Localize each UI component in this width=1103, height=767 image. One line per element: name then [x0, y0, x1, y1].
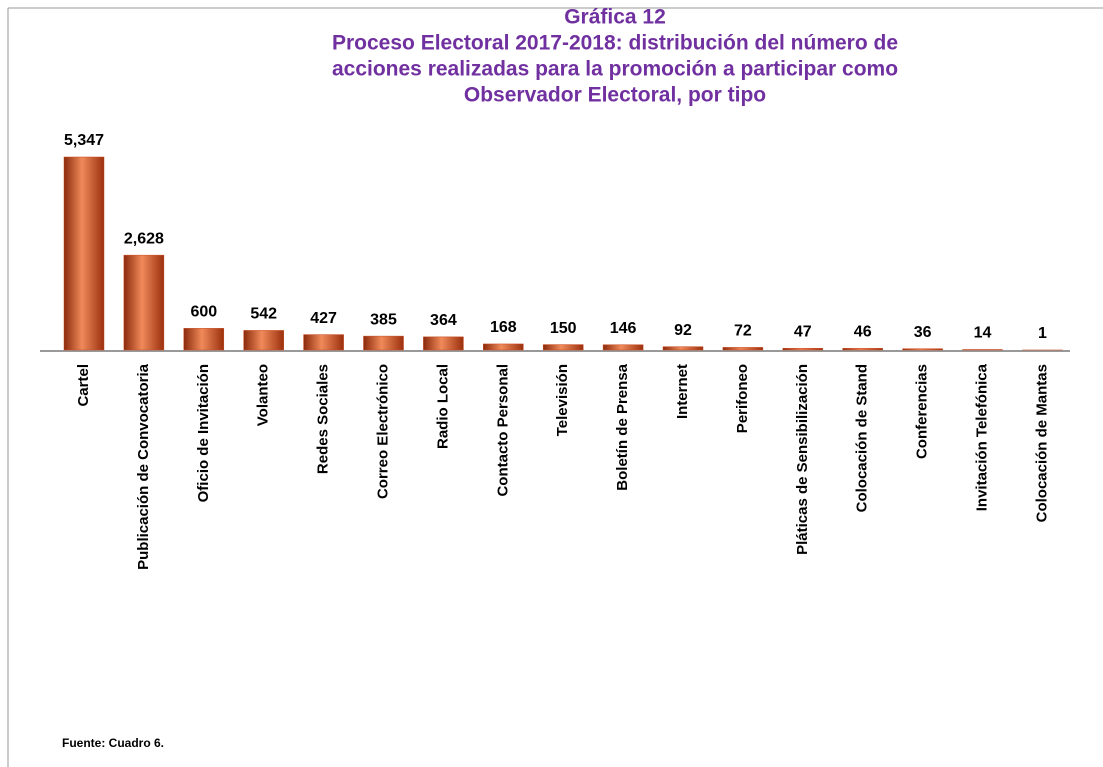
x-tick-label: Colocación de Mantas: [1033, 364, 1050, 522]
value-label: 46: [854, 324, 872, 341]
chart-title: Proceso Electoral 2017-2018: distribució…: [332, 32, 898, 55]
x-tick-label: Volanteo: [255, 364, 272, 426]
x-tick-label: Oficio de Invitación: [195, 364, 212, 502]
value-label: 146: [610, 320, 637, 337]
bar: [123, 254, 165, 351]
value-label: 168: [490, 319, 517, 336]
x-tick-label: Colocación de Stand: [854, 364, 871, 512]
bar: [962, 349, 1003, 351]
bar: [662, 346, 704, 351]
bar: [602, 344, 644, 351]
bar: [303, 334, 344, 351]
value-label: 150: [550, 320, 577, 337]
x-tick-label: Invitación Telefónica: [973, 363, 990, 511]
x-tick-label: Redes Sociales: [315, 364, 332, 474]
bar: [782, 348, 824, 351]
value-label: 427: [310, 310, 337, 327]
value-label: 92: [674, 322, 692, 339]
value-label: 72: [734, 323, 752, 340]
value-label: 2,628: [124, 230, 164, 247]
bar: [423, 336, 464, 351]
x-tick-label: Televisión: [554, 364, 571, 436]
x-tick-label: Publicación de Convocatoria: [135, 363, 152, 570]
bar: [542, 344, 584, 351]
value-label: 5,347: [64, 132, 104, 149]
bar: [363, 335, 404, 351]
x-tick-label: Pláticas de Sensibilización: [794, 364, 811, 555]
value-label: 542: [250, 306, 277, 323]
value-label: 1: [1038, 325, 1047, 342]
x-tick-label: Conferencias: [914, 364, 931, 459]
x-tick-label: Correo Electrónico: [374, 364, 391, 499]
value-label: 36: [914, 324, 932, 341]
chart-title: Gráfica 12: [564, 6, 666, 29]
value-label: 385: [370, 311, 397, 328]
bar: [722, 347, 764, 351]
value-label: 47: [794, 324, 812, 341]
bar: [183, 328, 225, 351]
bar: [842, 348, 883, 351]
bar: [243, 330, 284, 351]
value-label: 14: [974, 325, 992, 342]
x-tick-label: Boletín de Prensa: [614, 363, 631, 490]
bar: [902, 348, 943, 351]
x-tick-label: Contacto Personal: [494, 364, 511, 497]
x-tick-label: Internet: [674, 364, 691, 419]
value-label: 600: [190, 304, 217, 321]
chart-title: acciones realizadas para la promoción a …: [332, 58, 898, 81]
x-tick-label: Perifoneo: [734, 364, 751, 433]
bar: [483, 343, 524, 351]
value-label: 364: [430, 312, 457, 329]
chart-title: Observador Electoral, por tipo: [464, 84, 766, 107]
x-tick-label: Radio Local: [434, 364, 451, 449]
bar: [63, 156, 105, 351]
x-tick-label: Cartel: [75, 364, 92, 407]
footnote: Fuente: Cuadro 6.: [62, 736, 164, 750]
